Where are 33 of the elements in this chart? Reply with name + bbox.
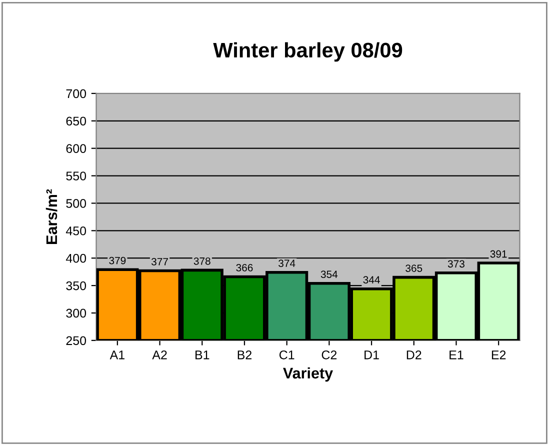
x-tick-label: C1 xyxy=(279,350,294,360)
data-label: 373 xyxy=(448,260,464,268)
x-tick-label: C2 xyxy=(322,350,337,360)
data-label: 379 xyxy=(109,256,126,264)
data-label: 391 xyxy=(490,250,507,258)
data-label: 374 xyxy=(278,260,296,268)
y-tick-label: 400 xyxy=(66,254,86,263)
y-tick-label: 450 xyxy=(66,226,86,236)
x-tick-label: D1 xyxy=(364,350,379,360)
data-label: 377 xyxy=(151,258,168,266)
y-tick-label: 650 xyxy=(66,116,86,126)
chart-title: Winter barley 08/09 xyxy=(213,42,402,62)
y-tick-label: 350 xyxy=(66,281,86,290)
x-tick-label: A2 xyxy=(152,350,167,360)
x-tick-label: E1 xyxy=(450,350,464,360)
y-tick-label: 550 xyxy=(66,172,86,180)
data-label: 344 xyxy=(363,276,380,284)
y-tick-label: 600 xyxy=(66,144,86,153)
x-tick-label: E2 xyxy=(492,350,506,360)
x-tick-label: A1 xyxy=(110,350,124,360)
y-tick-label: 300 xyxy=(66,308,86,318)
data-label: 366 xyxy=(236,264,253,272)
x-tick-label: B1 xyxy=(196,350,210,360)
x-tick-label: D2 xyxy=(406,350,422,360)
data-label: 365 xyxy=(406,264,422,272)
data-label: 378 xyxy=(194,257,210,265)
x-axis-title: Variety xyxy=(283,367,333,382)
data-label: 354 xyxy=(320,270,338,278)
y-tick-label: 500 xyxy=(66,199,86,208)
x-tick-label: B2 xyxy=(238,350,252,360)
y-tick-label: 250 xyxy=(66,336,86,346)
y-tick-label: 700 xyxy=(66,89,86,98)
y-axis-title: Ears/m² xyxy=(46,189,58,244)
